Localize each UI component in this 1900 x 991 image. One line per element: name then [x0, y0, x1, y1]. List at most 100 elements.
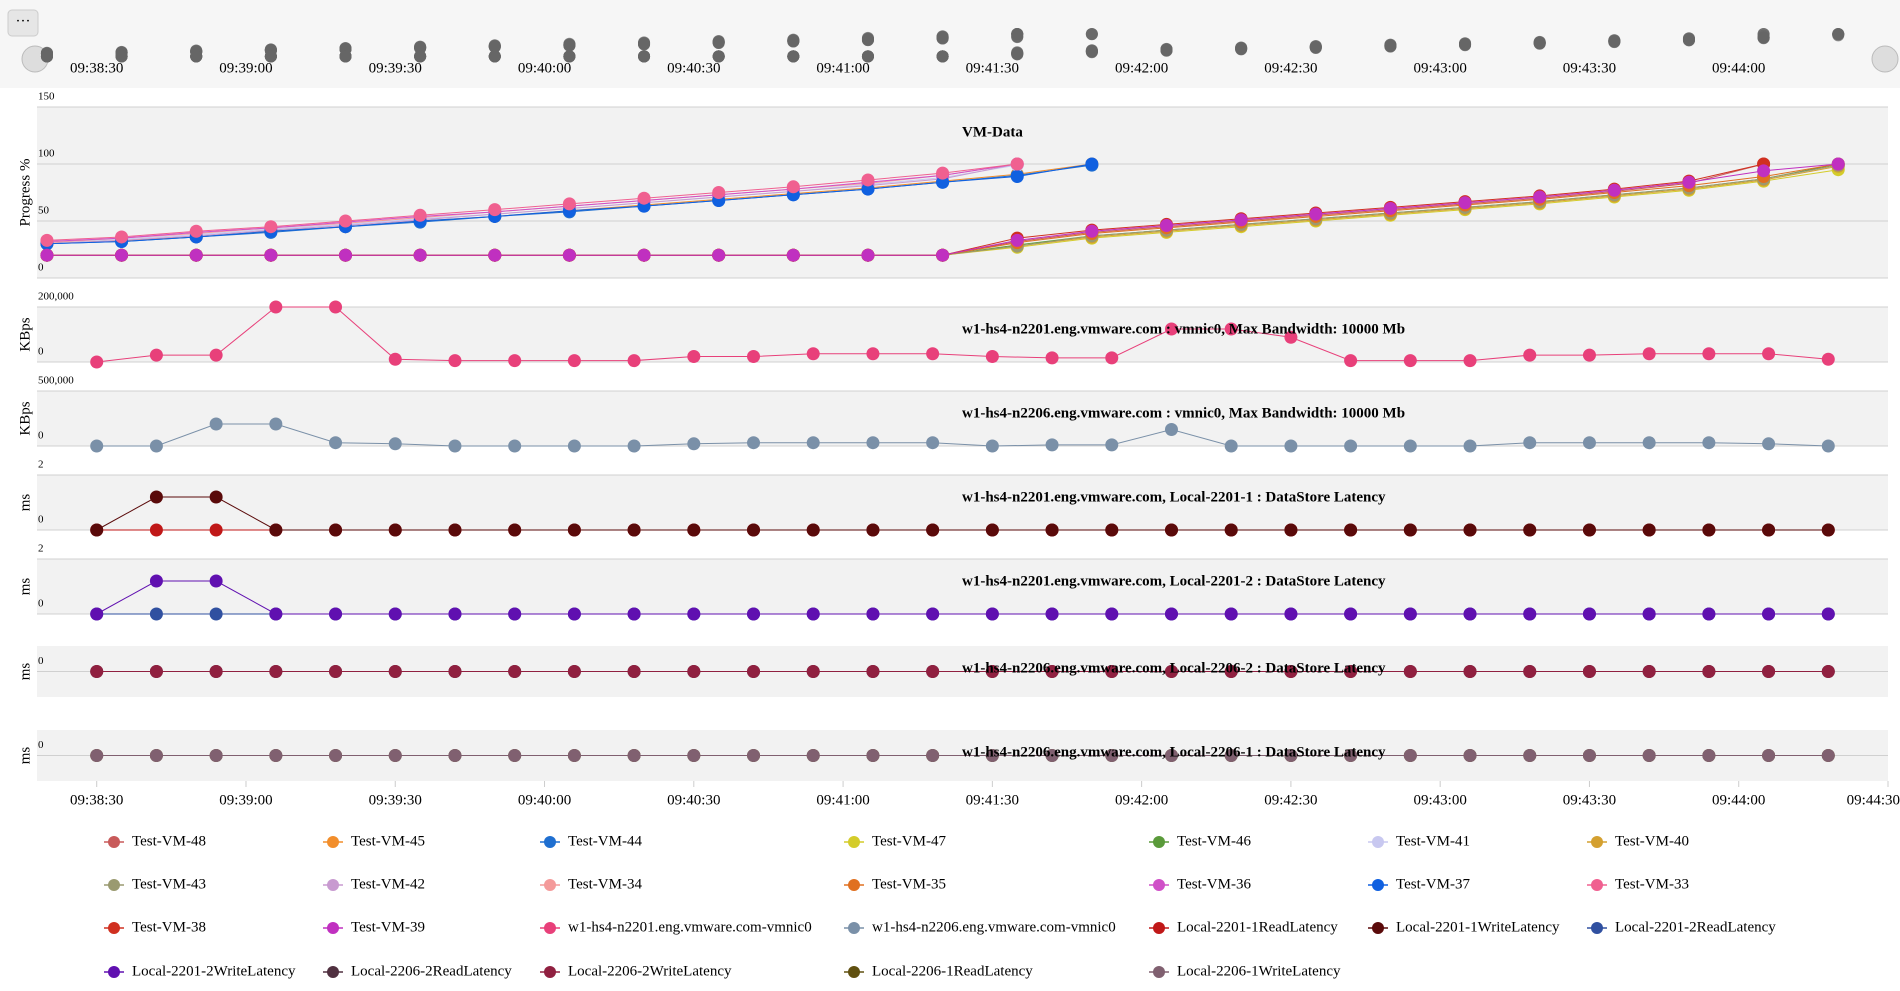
- menu-dots: ···: [16, 13, 31, 29]
- panel: 0 500,000 KBps w1-hs4-n2206.eng.vmware.com …: [17, 375, 1888, 453]
- legend-label: Test-VM-33: [1615, 876, 1689, 892]
- nav-point: [1160, 43, 1173, 56]
- data-point: [1164, 607, 1178, 621]
- data-point: [1403, 665, 1417, 678]
- data-point: [1284, 523, 1298, 537]
- data-point: [1344, 607, 1358, 621]
- legend-marker: [1372, 836, 1384, 848]
- legend-label: Test-VM-37: [1396, 876, 1470, 892]
- panel-title: w1-hs4-n2201.eng.vmware.com, Local-2201-…: [962, 573, 1386, 589]
- data-point: [687, 749, 701, 762]
- nav-point: [488, 39, 501, 52]
- nav-handle-right[interactable]: [1871, 45, 1899, 73]
- legend-marker: [108, 966, 120, 978]
- nav-point: [414, 40, 427, 53]
- y-axis-label: Progress %: [17, 159, 33, 227]
- series-line: [96, 580, 1829, 615]
- nav-point: [861, 50, 874, 63]
- legend-label: Test-VM-45: [351, 833, 425, 849]
- legend-marker: [544, 922, 556, 934]
- data-point: [90, 439, 104, 453]
- data-point: [1045, 607, 1059, 621]
- panel-background: [37, 475, 1888, 530]
- data-point: [1010, 233, 1024, 247]
- panel: 0 50 100 150 Progress % VM-Data: [17, 91, 1888, 279]
- data-point: [508, 607, 522, 621]
- legend-label: Test-VM-42: [351, 876, 425, 892]
- data-point: [149, 665, 163, 678]
- data-point: [562, 248, 576, 262]
- data-point: [747, 350, 761, 363]
- legend-label: Test-VM-34: [568, 876, 642, 892]
- nav-tick-label: 09:38:30: [70, 60, 123, 76]
- data-point: [1224, 322, 1238, 336]
- legend: Test-VM-48 Test-VM-45 Test-VM-44 Test-VM-47…: [104, 833, 1776, 979]
- panel: 0 200,000 KBps w1-hs4-n2201.eng.vmware.com …: [17, 291, 1888, 369]
- data-point: [329, 607, 343, 621]
- data-point: [1224, 749, 1238, 762]
- legend-label: Test-VM-38: [132, 919, 206, 935]
- data-point: [339, 214, 352, 228]
- data-point: [488, 203, 502, 217]
- panel-title: w1-hs4-n2201.eng.vmware.com : vmnic0, Ma…: [962, 321, 1405, 337]
- data-point: [1105, 523, 1119, 537]
- data-point: [1284, 607, 1298, 621]
- data-point: [90, 355, 104, 369]
- nav-point: [638, 36, 651, 49]
- legend-marker: [848, 966, 860, 978]
- y-tick-label: 0: [38, 430, 44, 442]
- data-point: [448, 749, 462, 762]
- nav-tick-label: 09:42:00: [1115, 60, 1168, 76]
- legend-label: Test-VM-48: [132, 833, 206, 849]
- data-point: [1284, 749, 1298, 762]
- data-point: [1642, 665, 1656, 678]
- y-tick-label: 50: [38, 205, 50, 217]
- data-point: [339, 248, 352, 262]
- data-point: [1344, 354, 1358, 368]
- data-point: [1160, 219, 1174, 233]
- data-point: [985, 665, 999, 678]
- y-tick-label: 2: [38, 543, 44, 555]
- nav-point: [339, 50, 352, 63]
- nav-point: [488, 50, 501, 63]
- data-point: [1010, 157, 1024, 171]
- data-point: [448, 439, 462, 453]
- data-point: [1010, 170, 1024, 184]
- data-point: [687, 523, 701, 537]
- data-point: [806, 749, 820, 762]
- legend-marker: [848, 922, 860, 934]
- data-point: [264, 248, 278, 262]
- legend-label: Local-2201-1ReadLatency: [1177, 919, 1338, 935]
- menu-button[interactable]: [7, 9, 39, 37]
- legend-marker: [544, 966, 556, 978]
- data-point: [508, 665, 522, 678]
- data-point: [936, 248, 950, 262]
- panel-title: w1-hs4-n2206.eng.vmware.com, Local-2206-…: [962, 744, 1386, 760]
- panel: 0 2 ms w1-hs4-n2201.eng.vmware.com, Local-2…: [17, 543, 1888, 621]
- data-point: [1523, 348, 1537, 362]
- y-tick-label: 0: [38, 346, 44, 358]
- legend-marker: [1153, 836, 1165, 848]
- nav-tick-label: 09:39:00: [219, 60, 272, 76]
- data-point: [1702, 523, 1716, 537]
- data-point: [866, 347, 880, 361]
- data-point: [1757, 164, 1771, 178]
- data-point: [687, 350, 701, 363]
- nav-point: [1235, 41, 1248, 54]
- data-point: [1045, 438, 1059, 452]
- data-point: [413, 208, 427, 222]
- data-point: [806, 523, 820, 537]
- series-line: [96, 423, 1829, 447]
- data-point: [329, 665, 343, 678]
- data-point: [1344, 439, 1358, 453]
- data-point: [926, 749, 940, 762]
- data-point: [1164, 665, 1178, 678]
- legend-label: Local-2201-2WriteLatency: [132, 963, 296, 979]
- data-point: [1702, 607, 1716, 621]
- plot-area: 0 50 100 150 Progress % VM-Data 0 200,000 KBps w1…: [17, 91, 1900, 809]
- data-point: [1762, 607, 1776, 621]
- data-point: [149, 607, 163, 621]
- data-point: [329, 436, 343, 450]
- data-point: [627, 354, 641, 368]
- data-point: [329, 523, 343, 537]
